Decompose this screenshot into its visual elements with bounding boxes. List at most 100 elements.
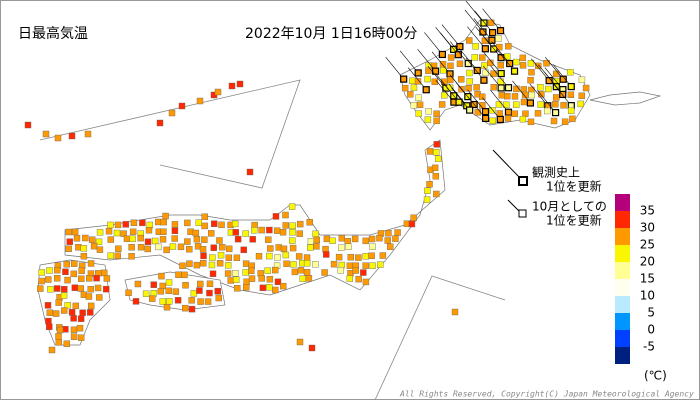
- station: [76, 324, 84, 332]
- station: [85, 293, 93, 300]
- station: [46, 267, 53, 274]
- station: [75, 244, 82, 251]
- station: [439, 60, 447, 68]
- station: [456, 43, 464, 51]
- leader-line: [399, 50, 419, 74]
- station: [273, 227, 281, 234]
- station: [552, 100, 559, 108]
- legend-label: 1位を更新: [546, 179, 602, 194]
- scale-label: 5: [647, 306, 655, 320]
- scale-label: 15: [640, 272, 655, 286]
- station: [120, 230, 127, 237]
- station: [155, 243, 162, 251]
- station: [308, 344, 316, 352]
- station: [78, 275, 85, 282]
- station: [113, 229, 121, 237]
- legend-label: 1位を更新: [546, 213, 602, 228]
- station: [44, 302, 52, 309]
- leader-line: [552, 64, 572, 87]
- station: [42, 130, 50, 138]
- station: [424, 187, 431, 194]
- scale-label: 35: [640, 204, 655, 218]
- leader-line: [440, 79, 460, 103]
- color-box: [615, 296, 630, 313]
- station: [582, 84, 590, 92]
- station: [409, 77, 416, 85]
- station: [496, 115, 504, 124]
- station: [155, 218, 162, 226]
- station: [215, 294, 222, 302]
- leader-line: [435, 79, 455, 103]
- station: [145, 226, 153, 234]
- station: [114, 252, 121, 259]
- station: [441, 92, 448, 99]
- station: [266, 284, 273, 291]
- station: [274, 254, 281, 261]
- leader-line: [467, 26, 486, 49]
- color-box: [615, 194, 630, 211]
- station: [392, 235, 399, 242]
- station: [433, 117, 440, 125]
- station: [130, 219, 138, 227]
- station: [79, 309, 86, 316]
- station: [246, 168, 254, 176]
- station: [186, 260, 193, 267]
- station: [561, 118, 569, 125]
- station: [174, 297, 182, 304]
- station: [305, 275, 313, 282]
- station: [538, 91, 545, 98]
- station: [422, 86, 430, 94]
- station: [188, 305, 196, 313]
- station: [528, 91, 535, 99]
- station: [414, 69, 422, 77]
- station: [214, 88, 222, 96]
- station: [490, 70, 497, 77]
- station: [376, 234, 383, 242]
- station: [543, 59, 550, 67]
- station: [200, 260, 207, 267]
- station: [504, 84, 513, 92]
- station: [171, 227, 179, 235]
- station: [184, 238, 191, 245]
- station: [73, 235, 81, 242]
- station: [160, 228, 167, 235]
- station: [184, 219, 191, 227]
- station: [199, 246, 207, 253]
- station: [142, 290, 150, 297]
- station: [82, 234, 89, 242]
- station: [193, 261, 201, 269]
- station: [513, 101, 520, 108]
- station: [337, 267, 344, 274]
- station: [266, 276, 274, 283]
- station: [196, 97, 204, 105]
- station: [234, 285, 241, 292]
- station: [544, 107, 551, 115]
- station: [80, 245, 88, 252]
- station: [72, 302, 80, 310]
- leader-line: [467, 89, 486, 112]
- station: [504, 53, 511, 60]
- leader-line: [530, 58, 550, 81]
- record-symbol: [518, 209, 527, 218]
- station: [129, 228, 137, 236]
- station: [68, 309, 76, 316]
- station: [474, 109, 481, 116]
- station: [182, 281, 189, 289]
- station: [60, 307, 68, 314]
- station: [232, 270, 239, 277]
- station: [87, 302, 95, 310]
- station: [162, 212, 169, 220]
- station: [481, 108, 490, 116]
- leader-line: [529, 83, 549, 106]
- station: [347, 254, 354, 261]
- station: [54, 275, 61, 282]
- leader-line: [427, 65, 447, 89]
- record-legend: 観測史上 1位を更新 10月としての 1位を更新: [492, 149, 607, 228]
- station: [384, 237, 391, 244]
- station: [490, 84, 497, 91]
- station: [38, 277, 45, 285]
- station: [504, 108, 513, 116]
- station: [54, 266, 61, 274]
- station: [166, 298, 173, 305]
- station: [101, 269, 108, 277]
